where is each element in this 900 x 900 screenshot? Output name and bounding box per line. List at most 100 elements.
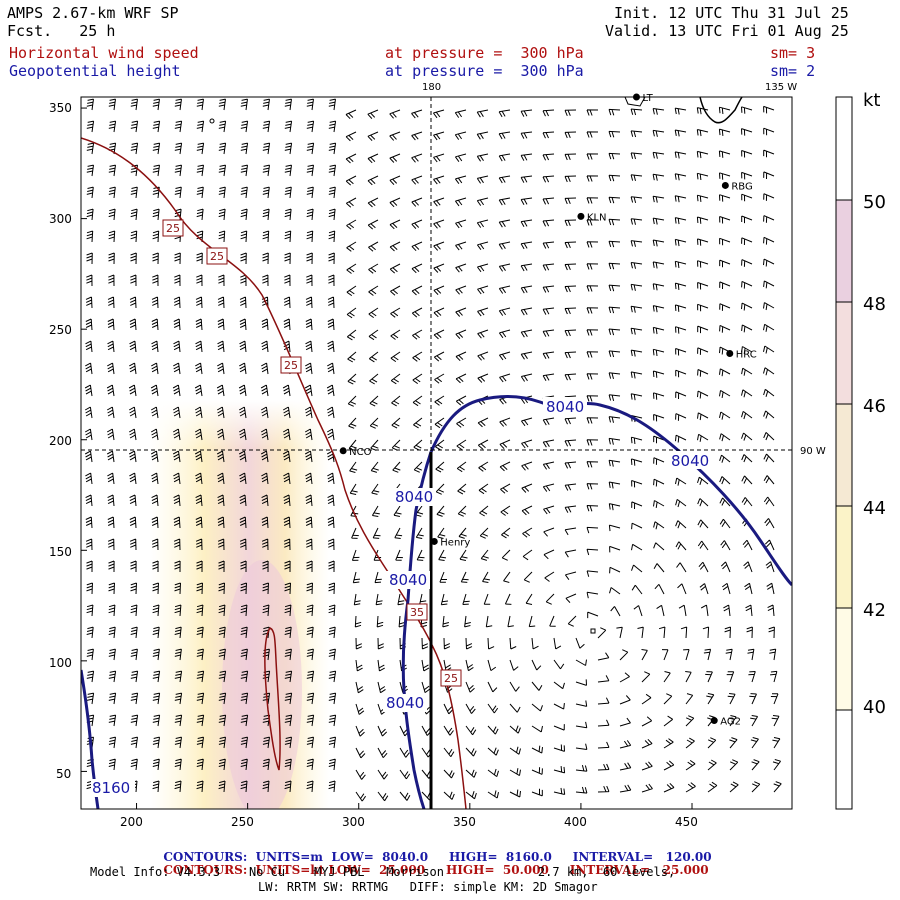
wind-barb <box>652 283 665 291</box>
wind-barb <box>720 540 731 551</box>
wind-barb <box>433 285 445 295</box>
wind-barb <box>306 142 315 155</box>
wind-barb <box>564 439 577 447</box>
wind-barb <box>741 128 753 136</box>
wind-barb <box>240 626 248 639</box>
wind-barb <box>465 659 474 672</box>
wind-barb <box>723 604 731 617</box>
wind-barb <box>586 285 599 292</box>
wind-barb <box>619 695 631 705</box>
wind-barb <box>575 764 588 772</box>
wind-barb <box>763 236 775 245</box>
wind-barb <box>284 120 293 133</box>
wind-barb <box>630 349 643 357</box>
colorbar-label-50: 50 <box>863 192 886 213</box>
wind-barb <box>284 98 292 111</box>
wind-barb <box>306 252 313 265</box>
wind-barb <box>575 637 585 649</box>
wind-barb <box>152 758 160 771</box>
wind-barb <box>719 433 731 442</box>
wind-barb <box>85 340 93 353</box>
wind-barb <box>741 237 753 246</box>
wind-barb <box>652 108 665 115</box>
wind-barb <box>284 736 292 749</box>
wind-barb <box>390 307 401 318</box>
wind-barb <box>421 637 429 650</box>
wind-barb <box>564 175 577 183</box>
wind-barb <box>377 747 388 759</box>
wind-barb <box>283 538 291 551</box>
wind-barb <box>150 406 159 419</box>
wind-barb <box>108 120 117 133</box>
speed-label-1: 25 <box>166 222 180 235</box>
footer-physics-info: LW: RRTM SW: RRTMG DIFF: simple KM: 2D S… <box>258 880 598 894</box>
wind-barb <box>260 428 269 441</box>
wind-barb <box>433 329 445 340</box>
wind-barb <box>262 208 270 221</box>
wind-barb <box>719 303 731 311</box>
wind-barb <box>327 538 335 551</box>
wind-barb <box>675 477 687 486</box>
wind-barb <box>152 626 160 639</box>
wind-barb <box>763 302 775 311</box>
wind-barb <box>460 571 469 583</box>
footer-line2-label: CONTOURS: <box>163 863 248 877</box>
colorbar-label-42: 42 <box>863 600 886 621</box>
wind-barb <box>531 659 542 671</box>
wind-barb <box>218 120 227 133</box>
wind-barb <box>751 759 760 771</box>
wind-barb <box>129 362 137 375</box>
y-tick-100: 100 <box>49 656 72 670</box>
wind-barb <box>377 659 385 672</box>
wind-barb <box>239 340 247 353</box>
wind-barb <box>697 498 709 507</box>
wind-barb <box>305 362 313 375</box>
wind-barb <box>697 260 709 268</box>
wind-barb <box>697 347 709 355</box>
wind-barb <box>674 129 687 137</box>
wind-barb <box>345 153 357 164</box>
wind-barb <box>196 780 204 793</box>
wind-barb <box>454 109 467 118</box>
wind-barb <box>654 583 665 595</box>
footer-model-info: Model Info: V4.3.3 No Cu MYJ PBL Morriso… <box>90 865 676 879</box>
wind-barb <box>509 637 517 650</box>
wind-barb <box>86 274 93 287</box>
wind-barb <box>477 329 489 339</box>
wind-barb <box>553 787 566 795</box>
wind-barb <box>218 186 226 199</box>
wind-barb <box>85 538 93 551</box>
wind-barb <box>674 282 687 290</box>
wind-barb <box>108 252 115 265</box>
wind-barb <box>697 325 709 334</box>
wind-barb <box>239 472 247 485</box>
wind-barb <box>367 131 379 141</box>
wind-barb <box>107 472 115 485</box>
wind-barb <box>531 681 543 691</box>
wind-barb <box>575 743 588 750</box>
wind-barb <box>487 703 499 714</box>
wind-barb <box>85 472 93 485</box>
wind-barb <box>597 675 610 683</box>
wind-barb <box>173 362 181 375</box>
wind-barb <box>487 768 499 777</box>
wind-barb <box>174 714 183 727</box>
wind-barb <box>107 362 115 375</box>
wind-barb <box>305 472 313 485</box>
wind-barb <box>239 494 247 507</box>
station-marker <box>710 717 718 725</box>
wind-barb <box>306 736 314 749</box>
wind-barb <box>239 318 247 331</box>
wind-barb <box>262 648 270 661</box>
wind-barb <box>763 215 775 223</box>
wind-barb <box>763 367 775 376</box>
wind-barb <box>442 615 450 628</box>
wind-barb <box>411 109 423 119</box>
wind-barb <box>282 450 291 463</box>
wind-barb <box>707 759 717 771</box>
wind-barb <box>306 230 314 243</box>
wind-barb <box>741 346 753 354</box>
wind-barb <box>443 725 454 736</box>
colorbar-unit: kt <box>863 90 880 111</box>
wind-barb <box>108 230 116 243</box>
